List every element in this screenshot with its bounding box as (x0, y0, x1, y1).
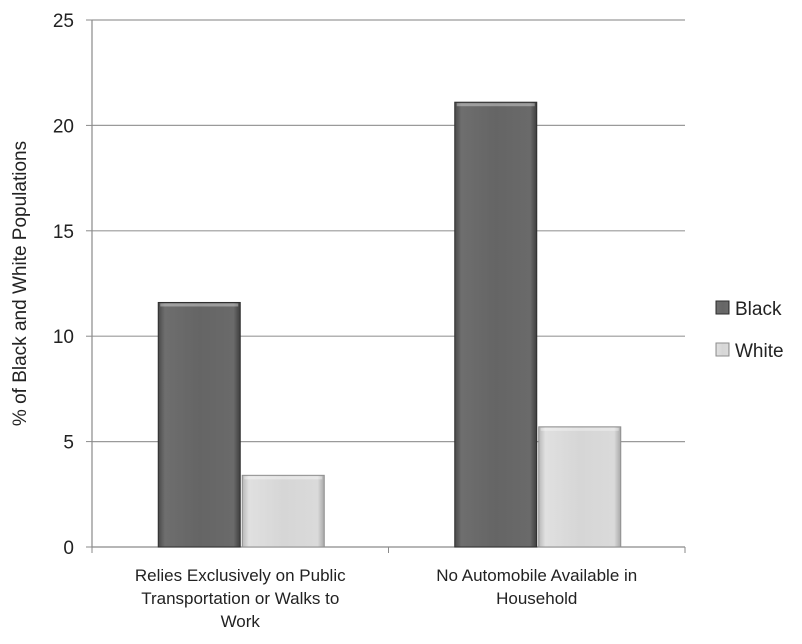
y-tick-label: 5 (63, 433, 74, 454)
bar-highlight (540, 427, 619, 431)
x-category-label: No Automobile Available in Household (436, 566, 637, 608)
legend-label-black: Black (735, 299, 782, 320)
bar-highlight (456, 103, 535, 107)
y-tick-label: 15 (53, 222, 74, 243)
x-category-label: Relies Exclusively on Public Transportati… (135, 566, 346, 631)
y-tick-label: 0 (63, 538, 74, 559)
legend: Black White (715, 299, 784, 362)
y-tick-label: 10 (53, 327, 74, 348)
bar-white-2 (538, 426, 622, 548)
legend-label-white: White (735, 341, 784, 362)
bars (157, 101, 622, 548)
y-tick-label: 20 (53, 116, 74, 137)
legend-swatch-black (715, 300, 730, 315)
y-axis-title: % of Black and White Populations (10, 141, 31, 426)
bar-white-1 (241, 474, 325, 548)
legend-swatch-white (715, 342, 730, 357)
bar-highlight (244, 476, 323, 480)
bar-black-2 (454, 101, 538, 548)
y-tick-label: 25 (53, 11, 74, 32)
labels: 0 5 10 15 20 25 Relies Exclusively on Public Tr… (10, 11, 637, 631)
bar-highlight (160, 303, 239, 307)
bar-black-1 (157, 301, 241, 548)
